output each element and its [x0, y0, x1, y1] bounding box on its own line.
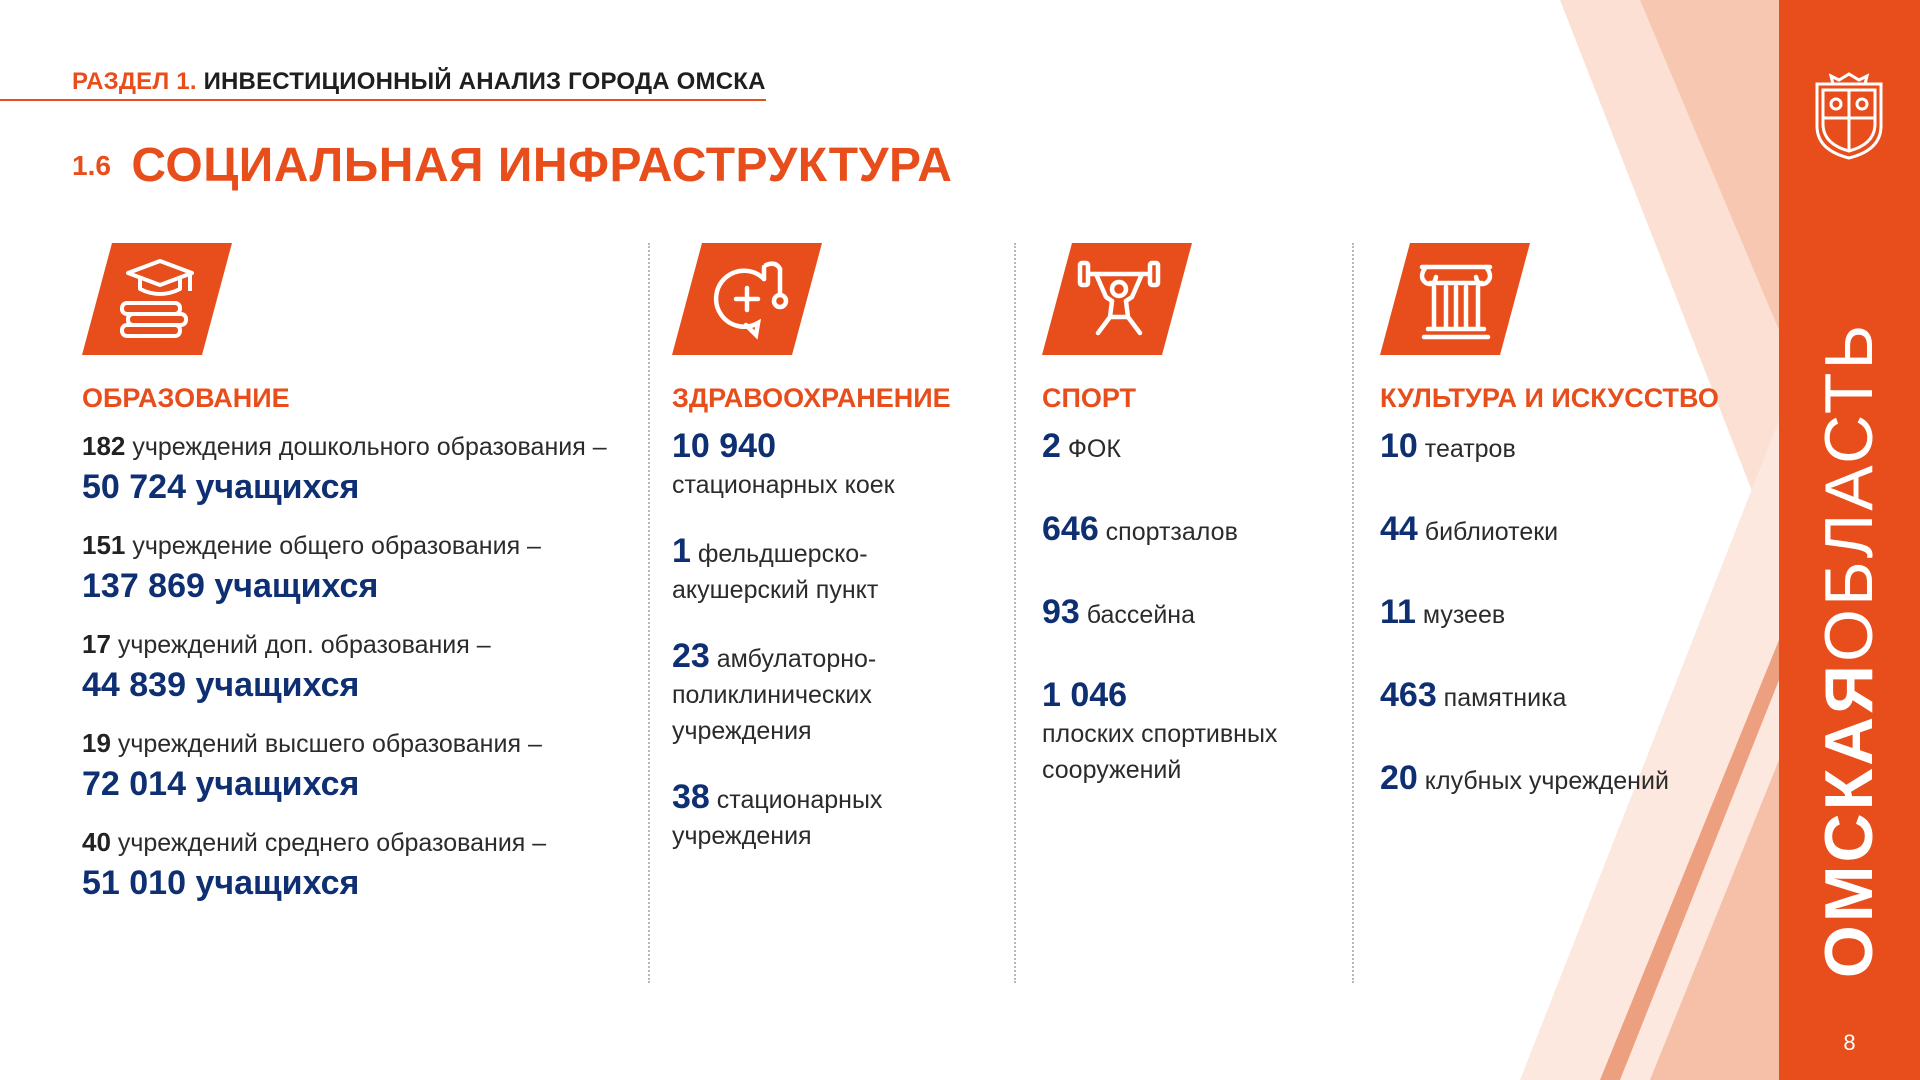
health-items: 10 940 стационарных коек 1 фельдшерско-а…	[672, 427, 992, 856]
coat-of-arms-icon	[1815, 72, 1883, 160]
item-count: 151	[82, 530, 126, 560]
item-count: 17	[82, 629, 111, 659]
item-count: 10	[1380, 427, 1418, 465]
title-text: СОЦИАЛЬНАЯ ИНФРАСТРУКТУРА	[131, 139, 953, 192]
brand-wordmark: ОМСКАЯОБЛАСТЬ	[1810, 322, 1888, 978]
list-item: 23 амбулаторно-поликлинических учреждени…	[672, 637, 992, 751]
item-description: амбулаторно-поликлинических учреждения	[672, 645, 877, 745]
item-description: стационарных учреждения	[672, 786, 883, 850]
column-icon	[1419, 264, 1493, 340]
stethoscope-cross-icon	[713, 261, 789, 340]
sport-icon-box	[1042, 243, 1192, 355]
item-students: 137 869 учащихся	[82, 567, 379, 605]
list-item: 1 фельдшерско-акушерский пункт	[672, 532, 992, 610]
item-description: учреждений среднего образования –	[110, 829, 547, 857]
list-item: 93 бассейна	[1042, 593, 1342, 635]
sport-column: СПОРТ 2 ФОК 646 спортзалов 93 бассейна 1…	[1042, 243, 1342, 834]
column-divider	[648, 243, 650, 983]
item-count: 20	[1380, 759, 1418, 797]
education-title: ОБРАЗОВАНИЕ	[82, 383, 290, 413]
item-count: 19	[82, 728, 111, 758]
item-count: 38	[672, 778, 710, 816]
list-item: 151 учреждение общего образования – 137 …	[82, 529, 622, 606]
list-item: 44 библиотеки	[1380, 510, 1770, 552]
item-description: театров	[1417, 435, 1516, 463]
item-count: 40	[82, 827, 111, 857]
health-icon-box	[672, 243, 822, 355]
brand-sidebar: ОМСКАЯОБЛАСТЬ 8	[1779, 0, 1920, 1080]
item-count: 10 940	[672, 427, 776, 465]
item-description: бассейна	[1079, 601, 1196, 629]
list-item: 11 музеев	[1380, 593, 1770, 635]
culture-icon-box	[1380, 243, 1530, 355]
item-students: 50 724 учащихся	[82, 468, 360, 506]
item-description: библиотеки	[1417, 518, 1559, 546]
item-count: 23	[672, 637, 710, 675]
item-count: 182	[82, 431, 126, 461]
weightlifter-icon	[1077, 260, 1161, 336]
item-count: 44	[1380, 510, 1418, 548]
title-number: 1.6	[72, 150, 111, 181]
column-divider	[1352, 243, 1354, 983]
item-description: стационарных коек	[672, 471, 895, 499]
item-count: 1	[672, 532, 691, 570]
item-description: учреждений доп. образования –	[110, 631, 491, 659]
list-item: 463 памятника	[1380, 676, 1770, 718]
list-item: 182 учреждения дошкольного образования –…	[82, 430, 622, 507]
page-number: 8	[1843, 1030, 1856, 1055]
list-item: 17 учреждений доп. образования – 44 839 …	[82, 628, 622, 705]
list-item: 40 учреждений среднего образования – 51 …	[82, 826, 622, 903]
list-item: 38 стационарных учреждения	[672, 778, 992, 856]
item-count: 2	[1042, 427, 1061, 465]
item-count: 11	[1380, 593, 1416, 631]
culture-column: КУЛЬТУРА И ИСКУССТВО 10 театров 44 библи…	[1380, 243, 1770, 845]
item-students: 72 014 учащихся	[82, 765, 360, 803]
sport-items: 2 ФОК 646 спортзалов 93 бассейна 1 046 п…	[1042, 427, 1342, 790]
list-item: 20 клубных учреждений	[1380, 759, 1770, 801]
item-count: 646	[1042, 510, 1099, 548]
item-count: 93	[1042, 593, 1080, 631]
list-item: 10 театров	[1380, 427, 1770, 469]
header-underline	[0, 99, 766, 101]
item-students: 44 839 учащихся	[82, 666, 360, 704]
list-item: 19 учреждений высшего образования – 72 0…	[82, 727, 622, 804]
item-description: ФОК	[1060, 435, 1121, 463]
list-item: 2 ФОК	[1042, 427, 1342, 469]
item-description: спортзалов	[1098, 518, 1238, 546]
section-header: РАЗДЕЛ 1. ИНВЕСТИЦИОННЫЙ АНАЛИЗ ГОРОДА О…	[72, 68, 766, 96]
culture-title: КУЛЬТУРА И ИСКУССТВО	[1380, 383, 1719, 413]
graduation-cap-books-icon	[120, 259, 194, 338]
sport-title: СПОРТ	[1042, 383, 1137, 413]
list-item: 646 спортзалов	[1042, 510, 1342, 552]
section-accent: РАЗДЕЛ 1.	[72, 68, 197, 95]
item-description: учреждения дошкольного образования –	[125, 433, 607, 461]
culture-items: 10 театров 44 библиотеки 11 музеев 463 п…	[1380, 427, 1770, 801]
item-description: учреждение общего образования –	[125, 532, 541, 560]
item-count: 1 046	[1042, 676, 1128, 714]
education-column: ОБРАЗОВАНИЕ 182 учреждения дошкольного о…	[82, 243, 622, 925]
list-item: 10 940 стационарных коек	[672, 427, 992, 505]
item-count: 463	[1380, 676, 1437, 714]
brand-light: ОБЛАСТЬ	[1811, 321, 1887, 662]
section-title: ИНВЕСТИЦИОННЫЙ АНАЛИЗ ГОРОДА ОМСКА	[203, 68, 766, 95]
health-title: ЗДРАВООХРАНЕНИЕ	[672, 383, 951, 413]
education-items: 182 учреждения дошкольного образования –…	[82, 430, 622, 903]
item-description: клубных учреждений	[1417, 767, 1669, 795]
page-title: 1.6 СОЦИАЛЬНАЯ ИНФРАСТРУКТУРА	[72, 138, 952, 193]
column-divider	[1014, 243, 1016, 983]
item-students: 51 010 учащихся	[82, 864, 360, 902]
item-description: учреждений высшего образования –	[110, 730, 542, 758]
item-description: музеев	[1415, 601, 1506, 629]
brand-bold: ОМСКАЯ	[1811, 661, 1887, 979]
item-description: плоских спортивных сооружений	[1042, 720, 1278, 784]
list-item: 1 046 плоских спортивных сооружений	[1042, 676, 1342, 790]
health-column: ЗДРАВООХРАНЕНИЕ 10 940 стационарных коек…	[672, 243, 992, 886]
item-description: фельдшерско-акушерский пункт	[672, 540, 879, 604]
education-icon-box	[82, 243, 232, 355]
item-description: памятника	[1436, 684, 1567, 712]
